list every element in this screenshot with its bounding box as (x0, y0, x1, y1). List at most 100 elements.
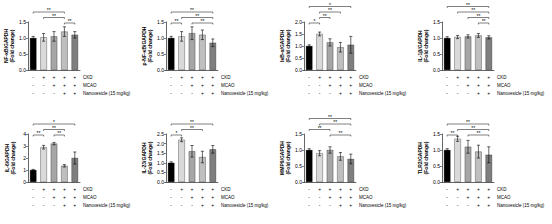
svg-text:1: 1 (23, 167, 26, 173)
svg-text:+: + (63, 90, 66, 96)
svg-text:(Fold change): (Fold change) (147, 141, 153, 174)
svg-text:(Fold change): (Fold change) (423, 141, 429, 174)
svg-text:**: ** (338, 130, 342, 136)
svg-text:+: + (211, 194, 214, 200)
svg-text:-: - (319, 194, 321, 200)
svg-text:+: + (339, 82, 342, 88)
svg-text:+: + (349, 82, 352, 88)
svg-text:-: - (32, 90, 34, 96)
svg-text:-: - (446, 186, 448, 192)
svg-text:1.5: 1.5 (433, 131, 440, 137)
svg-text:+: + (191, 186, 194, 192)
svg-text:Nanovesicle (15 mg/kg): Nanovesicle (15 mg/kg) (497, 203, 545, 208)
svg-text:0.0: 0.0 (19, 67, 26, 73)
svg-text:(Fold change): (Fold change) (423, 29, 429, 62)
svg-text:**: ** (52, 125, 56, 131)
svg-text:0.0: 0.0 (295, 67, 302, 73)
svg-text:+: + (487, 90, 490, 96)
svg-text:+: + (467, 186, 470, 192)
svg-text:+: + (180, 186, 183, 192)
svg-text:-: - (308, 82, 310, 88)
svg-text:**: ** (328, 114, 332, 120)
svg-text:+: + (211, 186, 214, 192)
svg-text:+: + (329, 82, 332, 88)
svg-text:**: ** (328, 7, 332, 13)
svg-text:0.5: 0.5 (19, 51, 26, 57)
svg-text:-: - (170, 82, 172, 88)
svg-text:**: ** (476, 13, 480, 19)
svg-text:1.0: 1.0 (19, 35, 26, 41)
svg-text:+: + (477, 202, 480, 208)
svg-text:Nanovesicle (15 mg/kg): Nanovesicle (15 mg/kg) (83, 91, 131, 96)
svg-text:*: * (313, 18, 315, 24)
svg-text:0.5: 0.5 (157, 51, 164, 57)
svg-text:-: - (308, 74, 310, 80)
svg-text:-: - (43, 90, 45, 96)
svg-text:-: - (32, 194, 34, 200)
svg-text:+: + (53, 186, 56, 192)
svg-text:1.0: 1.0 (295, 147, 302, 153)
svg-text:-: - (32, 202, 34, 208)
svg-text:+: + (467, 74, 470, 80)
svg-text:+: + (339, 186, 342, 192)
svg-text:+: + (201, 74, 204, 80)
svg-text:-: - (32, 186, 34, 192)
svg-text:**: ** (57, 130, 61, 136)
svg-text:Nanovesicle (15 mg/kg): Nanovesicle (15 mg/kg) (221, 91, 269, 96)
svg-text:-: - (467, 202, 469, 208)
svg-text:-: - (181, 194, 183, 200)
svg-text:MCAO: MCAO (359, 195, 373, 200)
svg-text:3: 3 (23, 143, 26, 149)
svg-text:**: ** (190, 7, 194, 13)
svg-text:+: + (63, 186, 66, 192)
svg-text:-: - (53, 90, 55, 96)
svg-text:+: + (73, 74, 76, 80)
svg-text:-: - (457, 82, 459, 88)
svg-text:Nanovesicle (15 mg/kg): Nanovesicle (15 mg/kg) (359, 91, 407, 96)
svg-text:-: - (308, 194, 310, 200)
svg-text:2.0: 2.0 (157, 141, 164, 147)
svg-text:1.0: 1.0 (157, 35, 164, 41)
svg-text:-: - (170, 202, 172, 208)
svg-text:-: - (446, 202, 448, 208)
svg-text:-: - (43, 82, 45, 88)
svg-text:-: - (446, 90, 448, 96)
svg-text:-: - (32, 82, 34, 88)
svg-text:+: + (487, 82, 490, 88)
svg-text:**: ** (466, 119, 470, 125)
svg-text:+: + (63, 194, 66, 200)
svg-text:**: ** (466, 2, 470, 8)
svg-text:+: + (73, 90, 76, 96)
svg-text:MCAO: MCAO (359, 83, 373, 88)
svg-text:+: + (487, 74, 490, 80)
svg-text:0.5: 0.5 (433, 51, 440, 57)
svg-text:+: + (329, 74, 332, 80)
svg-text:-: - (170, 74, 172, 80)
svg-text:(Fold change): (Fold change) (285, 141, 291, 174)
svg-text:(Fold change): (Fold change) (10, 141, 16, 174)
svg-text:-: - (319, 90, 321, 96)
svg-text:-: - (191, 202, 193, 208)
svg-text:+: + (318, 74, 321, 80)
svg-text:-: - (170, 90, 172, 96)
svg-text:**: ** (174, 18, 178, 24)
svg-text:+: + (349, 186, 352, 192)
svg-text:**: ** (471, 7, 475, 13)
svg-text:-: - (329, 202, 331, 208)
svg-text:0.5: 0.5 (295, 55, 302, 61)
svg-text:0: 0 (23, 179, 26, 185)
svg-text:MCAO: MCAO (497, 83, 511, 88)
svg-text:1.5: 1.5 (157, 19, 164, 25)
svg-text:+: + (63, 82, 66, 88)
svg-text:+: + (477, 82, 480, 88)
svg-text:+: + (53, 82, 56, 88)
svg-text:+: + (42, 74, 45, 80)
svg-text:(Fold change): (Fold change) (9, 29, 15, 62)
svg-text:+: + (191, 194, 194, 200)
svg-text:+: + (339, 194, 342, 200)
svg-text:+: + (73, 202, 76, 208)
svg-text:Nanovesicle (15 mg/kg): Nanovesicle (15 mg/kg) (221, 203, 269, 208)
svg-text:Nanovesicle (15 mg/kg): Nanovesicle (15 mg/kg) (83, 203, 131, 208)
svg-text:CKD: CKD (497, 75, 507, 80)
svg-text:Nanovesicle (15 mg/kg): Nanovesicle (15 mg/kg) (359, 203, 407, 208)
